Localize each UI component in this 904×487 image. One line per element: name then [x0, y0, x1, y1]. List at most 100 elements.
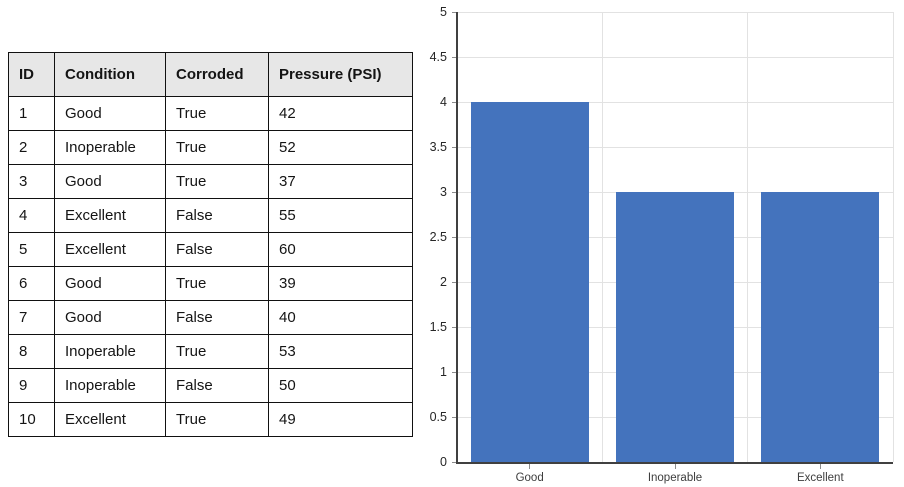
table-cell: True	[165, 266, 269, 301]
table-row: 6 Good True 39	[8, 266, 413, 301]
table-cell: Excellent	[54, 232, 166, 267]
bar-good	[470, 102, 589, 462]
table-body: 1 Good True 42 2 Inoperable True 52 3 Good True 37 4…	[8, 96, 413, 437]
table-cell: Excellent	[54, 402, 166, 437]
table-cell: Good	[54, 266, 166, 301]
y-axis-tick-label: 0	[440, 455, 447, 469]
y-axis-tick-label: 2.5	[429, 230, 447, 244]
table-cell: Good	[54, 300, 166, 335]
column-header: Condition	[54, 52, 166, 97]
table-cell: True	[165, 334, 269, 369]
table-cell: 39	[268, 266, 413, 301]
table-cell: True	[165, 164, 269, 199]
y-axis-tick-label: 5	[440, 5, 447, 19]
table-cell: 1	[8, 96, 55, 131]
table-row: 5 Excellent False 60	[8, 232, 413, 267]
h-gridline	[457, 56, 893, 58]
table-cell: 53	[268, 334, 413, 369]
table-cell: Inoperable	[54, 130, 166, 165]
table-cell: Good	[54, 96, 166, 131]
v-gridline	[892, 12, 894, 462]
column-header: Corroded	[165, 52, 269, 97]
table-cell: False	[165, 300, 269, 335]
pipe-data-table-container: ID Condition Corroded Pressure (PSI) 1 Good T…	[8, 52, 413, 437]
x-axis-tick	[819, 464, 821, 469]
h-gridline	[457, 101, 893, 103]
table-cell: False	[165, 198, 269, 233]
table-cell: False	[165, 232, 269, 267]
y-axis-tick	[452, 191, 457, 193]
table-cell: 4	[8, 198, 55, 233]
v-gridline	[747, 12, 749, 462]
bar-inoperable	[616, 192, 734, 462]
y-axis-tick-label: 1.5	[429, 320, 447, 334]
table-cell: 8	[8, 334, 55, 369]
bar-excellent	[761, 192, 880, 462]
table-cell: 50	[268, 368, 413, 403]
y-axis-tick	[452, 146, 457, 148]
table-header-row-group: ID Condition Corroded Pressure (PSI)	[8, 52, 413, 97]
table-cell: 7	[8, 300, 55, 335]
y-axis-tick-label: 3.5	[429, 140, 447, 154]
x-axis-category-label: Inoperable	[647, 472, 703, 484]
table-cell: Inoperable	[54, 368, 166, 403]
condition-count-bar-chart: 0 0.5 1 1.5 2 2.5 3 3.5 4 4.5 5 Good Inoperable Excel…	[420, 0, 904, 487]
x-axis-tick	[674, 464, 676, 469]
column-header: Pressure (PSI)	[268, 52, 413, 97]
table-cell: 5	[8, 232, 55, 267]
y-axis-tick-label: 0.5	[429, 410, 447, 424]
table-cell: 52	[268, 130, 413, 165]
y-axis-tick	[452, 416, 457, 418]
h-gridline	[457, 11, 893, 13]
table-cell: True	[165, 402, 269, 437]
y-axis-tick	[452, 281, 457, 283]
table-row: 2 Inoperable True 52	[8, 130, 413, 165]
table-cell: 49	[268, 402, 413, 437]
table-cell: True	[165, 130, 269, 165]
y-axis-tick	[452, 326, 457, 328]
table-cell: 9	[8, 368, 55, 403]
y-axis-tick	[452, 56, 457, 58]
h-gridline	[457, 146, 893, 148]
table-cell: True	[165, 96, 269, 131]
table-cell: Inoperable	[54, 334, 166, 369]
table-row: 9 Inoperable False 50	[8, 368, 413, 403]
pipe-data-table: ID Condition Corroded Pressure (PSI) 1 Good T…	[8, 52, 413, 437]
table-cell: 55	[268, 198, 413, 233]
y-axis-tick-label: 4.5	[429, 50, 447, 64]
table-cell: Good	[54, 164, 166, 199]
table-cell: 37	[268, 164, 413, 199]
y-axis-tick	[452, 461, 457, 463]
table-header-row: ID Condition Corroded Pressure (PSI)	[8, 52, 413, 97]
x-axis-line	[457, 462, 893, 464]
table-row: 7 Good False 40	[8, 300, 413, 335]
y-axis-tick-label: 2	[440, 275, 447, 289]
y-axis-tick-label: 1	[440, 365, 447, 379]
x-axis-category-label: Excellent	[796, 472, 844, 484]
y-axis-line	[456, 12, 458, 464]
table-cell: 42	[268, 96, 413, 131]
table-cell: 60	[268, 232, 413, 267]
x-axis-category-label: Good	[515, 472, 544, 484]
column-header: ID	[8, 52, 55, 97]
table-row: 1 Good True 42	[8, 96, 413, 131]
y-axis-tick-label: 3	[440, 185, 447, 199]
table-cell: 6	[8, 266, 55, 301]
y-axis-tick	[452, 11, 457, 13]
table-row: 8 Inoperable True 53	[8, 334, 413, 369]
y-axis-tick	[452, 101, 457, 103]
y-axis-tick	[452, 236, 457, 238]
table-cell: Excellent	[54, 198, 166, 233]
table-cell: 3	[8, 164, 55, 199]
table-cell: 2	[8, 130, 55, 165]
y-axis-tick	[452, 371, 457, 373]
table-cell: 10	[8, 402, 55, 437]
table-row: 3 Good True 37	[8, 164, 413, 199]
y-axis-tick-label: 4	[440, 95, 447, 109]
table-row: 10 Excellent True 49	[8, 402, 413, 437]
table-row: 4 Excellent False 55	[8, 198, 413, 233]
table-cell: False	[165, 368, 269, 403]
x-axis-tick	[529, 464, 531, 469]
v-gridline	[601, 12, 603, 462]
